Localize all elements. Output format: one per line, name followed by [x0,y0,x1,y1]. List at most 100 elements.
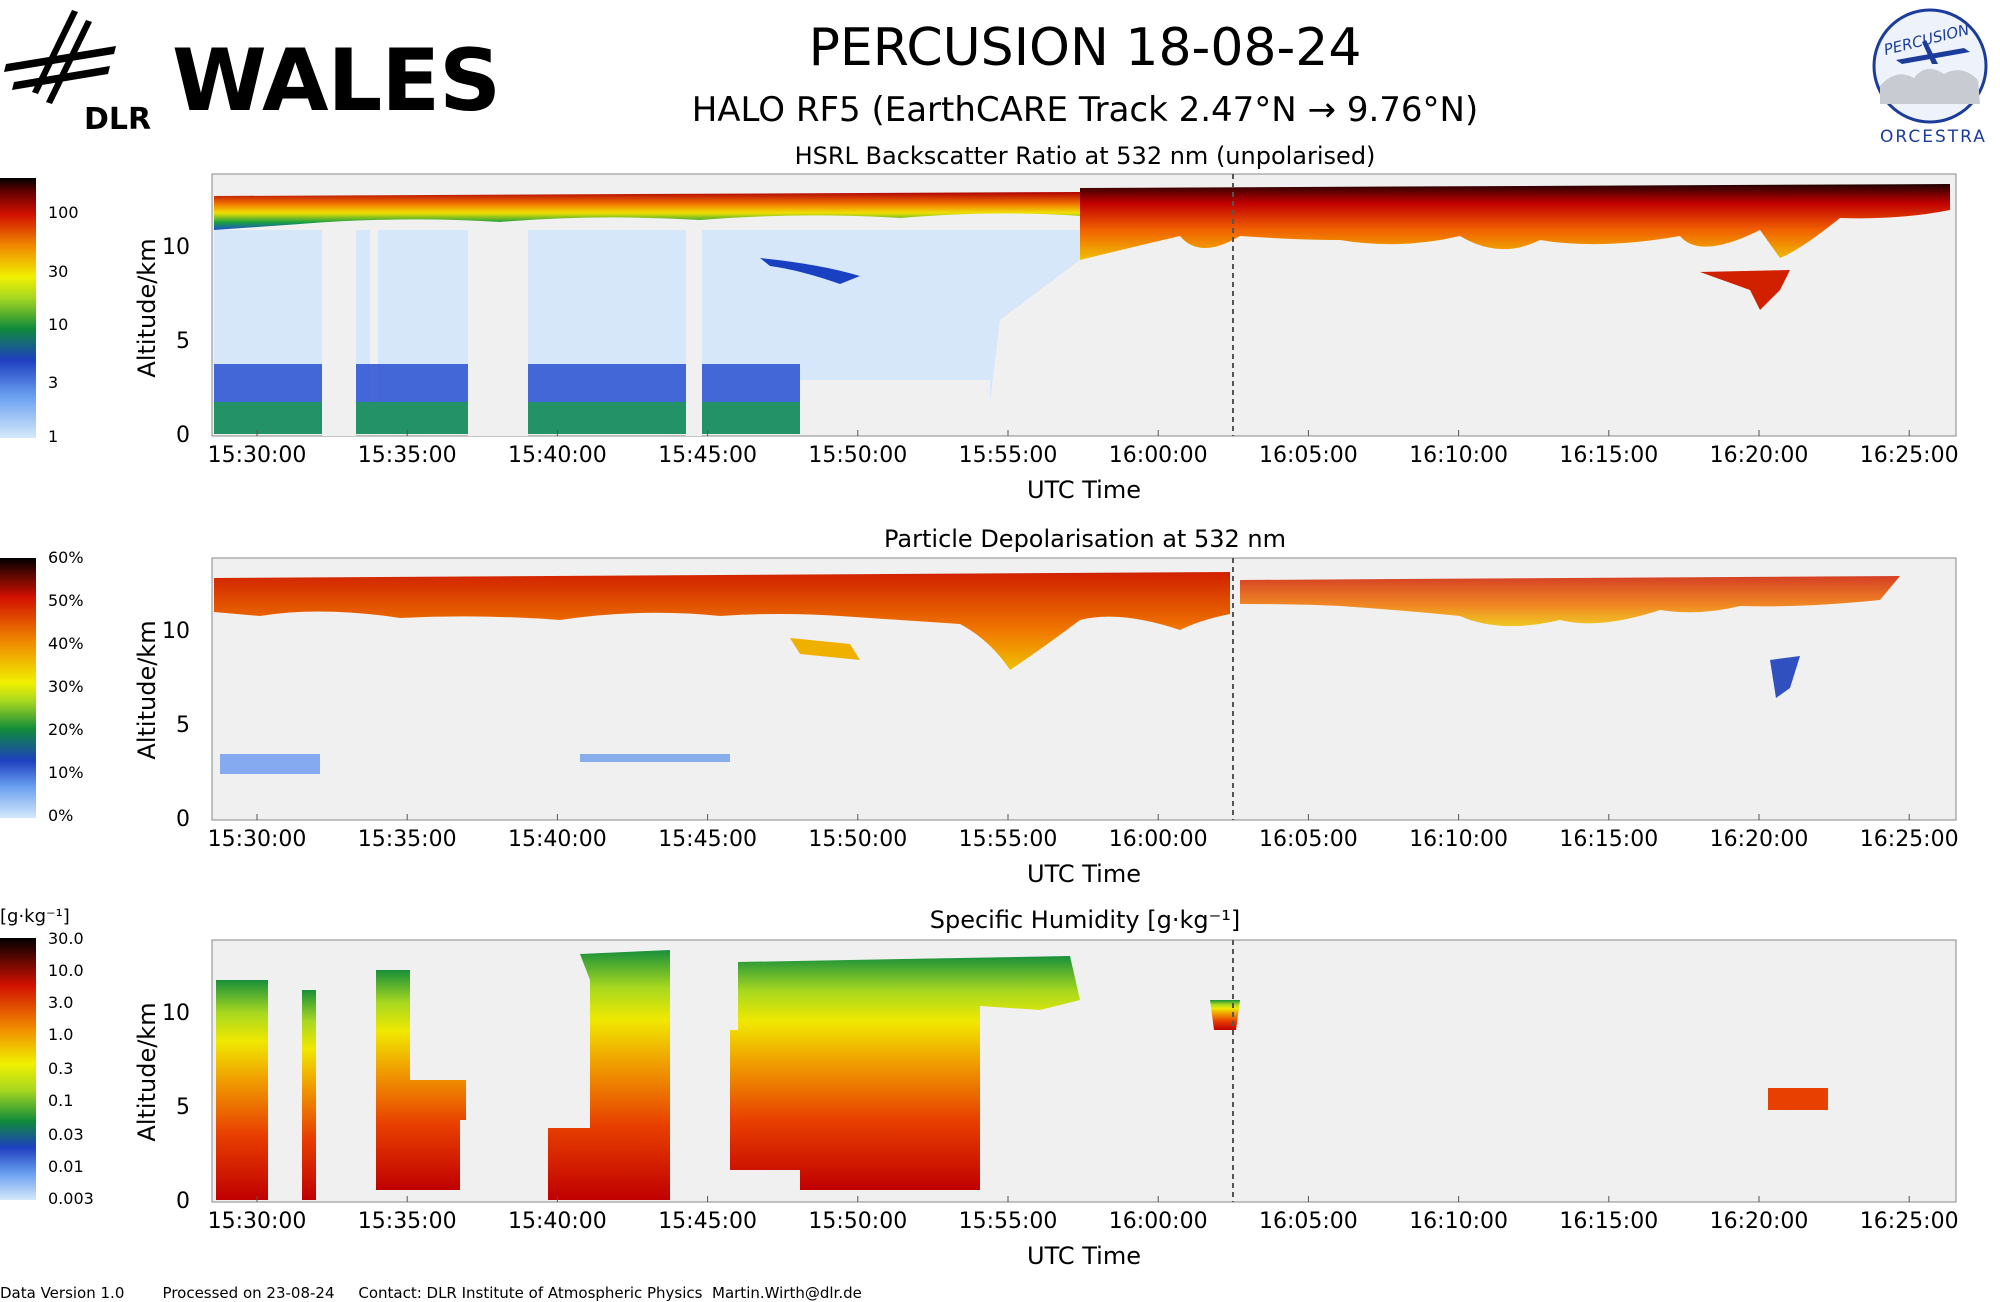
cbar-tick-50: 50% [48,591,84,610]
x-tick-label: 15:40:00 [508,827,607,852]
cbar-tick-0-01: 0.01 [48,1157,84,1176]
y-tick-0: 0 [176,423,190,448]
x-tick-label: 15:30:00 [208,443,307,468]
x-tick-label: 16:05:00 [1259,443,1358,468]
x-tick-label: 16:10:00 [1409,1209,1508,1234]
cirrus-band-east [1080,184,1950,260]
cbar-tick-10: 10 [48,315,68,334]
backscatter-panel: 100 30 10 3 1 HSRL Backscatter Ratio at … [0,142,1959,504]
x-tick-label: 16:10:00 [1409,443,1508,468]
x-tick-label: 15:45:00 [658,443,757,468]
y-tick-10: 10 [162,619,190,644]
cbar-tick-10: 10% [48,763,84,782]
page-subtitle: HALO RF5 (EarthCARE Track 2.47°N → 9.76°… [691,90,1479,130]
depolarisation-panel: 60% 50% 40% 30% 20% 10% 0% Particle Depo… [0,525,1959,888]
x-tick-label: 15:55:00 [959,1209,1058,1234]
depol-cirrus-west [214,572,1230,670]
cbar-tick-3: 3 [48,373,58,392]
cbar-tick-100: 100 [48,203,79,222]
data-gaps [322,210,990,434]
y-tick-5: 5 [176,329,190,354]
x-tick-label: 16:20:00 [1710,443,1809,468]
depol-aerosol-patch [220,754,320,774]
cbar-tick-30: 30.0 [48,929,84,948]
cbar-tick-0-003: 0.003 [48,1189,94,1208]
x-tick-label: 16:25:00 [1860,1209,1959,1234]
plot-area [211,939,1957,1203]
colorbar-backscatter [0,178,36,438]
y-tick-10: 10 [162,1001,190,1026]
x-tick-label: 16:25:00 [1860,443,1959,468]
x-tick-label: 15:35:00 [358,827,457,852]
org-sub-text: DLR [84,102,152,137]
x-tick-label: 15:45:00 [658,827,757,852]
chart-title: HSRL Backscatter Ratio at 532 nm (unpola… [795,142,1376,170]
x-tick-label: 15:40:00 [508,1209,607,1234]
x-tick-label: 16:20:00 [1710,1209,1809,1234]
chart-title: Particle Depolarisation at 532 nm [884,525,1286,553]
cbar-tick-1: 1.0 [48,1025,73,1044]
depol-convective-cell [1770,656,1800,698]
x-tick-label: 16:05:00 [1259,1209,1358,1234]
humidity-convective-patch [1768,1088,1828,1110]
cbar-tick-30: 30% [48,677,84,696]
colorbar-unit-label: [g·kg⁻¹] [0,906,70,927]
x-tick-label: 16:00:00 [1109,1209,1208,1234]
cbar-tick-1: 1 [48,427,58,446]
x-axis-label: UTC Time [1027,476,1141,504]
y-tick-0: 0 [176,807,190,832]
cbar-tick-60: 60% [48,548,84,567]
colorbar-ticks: 100 30 10 3 1 [48,203,79,446]
campaign-logo-icon: PERCUSION ORCESTRA [1872,8,1988,146]
x-tick-label: 15:35:00 [358,1209,457,1234]
footer: Data Version 1.0 Processed on 23-08-24 C… [0,1284,862,1302]
colorbar-humidity [0,938,36,1200]
cbar-tick-0-1: 0.1 [48,1091,73,1110]
footer-contact: Contact: DLR Institute of Atmospheric Ph… [358,1284,862,1302]
page-title: PERCUSION 18-08-24 [808,18,1362,78]
x-tick-label: 15:40:00 [508,443,607,468]
y-axis-label: Altitude/km [133,238,161,377]
cbar-tick-20: 20% [48,720,84,739]
x-axis-label: UTC Time [1027,1242,1141,1270]
cbar-tick-0: 0% [48,806,73,825]
cbar-tick-10: 10.0 [48,961,84,980]
depol-mid-cloud [790,638,860,660]
x-tick-label: 15:30:00 [208,827,307,852]
colorbar-depolarisation [0,558,36,818]
x-tick-label: 16:15:00 [1559,1209,1658,1234]
depol-cirrus-east [1240,576,1900,627]
x-tick-label: 15:50:00 [808,1209,907,1234]
x-tick-label: 15:50:00 [808,443,907,468]
y-tick-0: 0 [176,1189,190,1214]
cirrus-band-west [214,192,1080,230]
dlr-logo-icon [4,10,116,104]
cbar-tick-0-03: 0.03 [48,1125,84,1144]
x-tick-label: 16:00:00 [1109,827,1208,852]
footer-processed: Processed on 23-08-24 [162,1284,335,1302]
humidity-profiles [216,950,1240,1200]
x-tick-label: 15:45:00 [658,1209,757,1234]
cbar-tick-30: 30 [48,262,68,281]
org-logo-text: WALES [172,31,501,131]
humidity-panel: [g·kg⁻¹] 30.0 10.0 3.0 1.0 0.3 0.1 0.03 … [0,906,1959,1270]
x-tick-label: 15:55:00 [959,827,1058,852]
x-tick-label: 15:50:00 [808,827,907,852]
x-tick-label: 15:30:00 [208,1209,307,1234]
cbar-tick-3: 3.0 [48,993,73,1012]
y-axis-label: Altitude/km [133,1002,161,1141]
x-tick-label: 16:05:00 [1259,827,1358,852]
y-tick-5: 5 [176,1095,190,1120]
x-tick-label: 16:10:00 [1409,827,1508,852]
x-tick-label: 16:15:00 [1559,827,1658,852]
y-tick-5: 5 [176,713,190,738]
convective-cell [1700,270,1790,310]
chart-title: Specific Humidity [g·kg⁻¹] [930,906,1241,934]
campaign-logo-bottom: ORCESTRA [1880,127,1987,146]
x-tick-label: 16:25:00 [1860,827,1959,852]
x-tick-label: 15:55:00 [959,443,1058,468]
x-tick-label: 16:20:00 [1710,827,1809,852]
cbar-tick-0-3: 0.3 [48,1059,73,1078]
y-tick-10: 10 [162,235,190,260]
cbar-tick-40: 40% [48,634,84,653]
